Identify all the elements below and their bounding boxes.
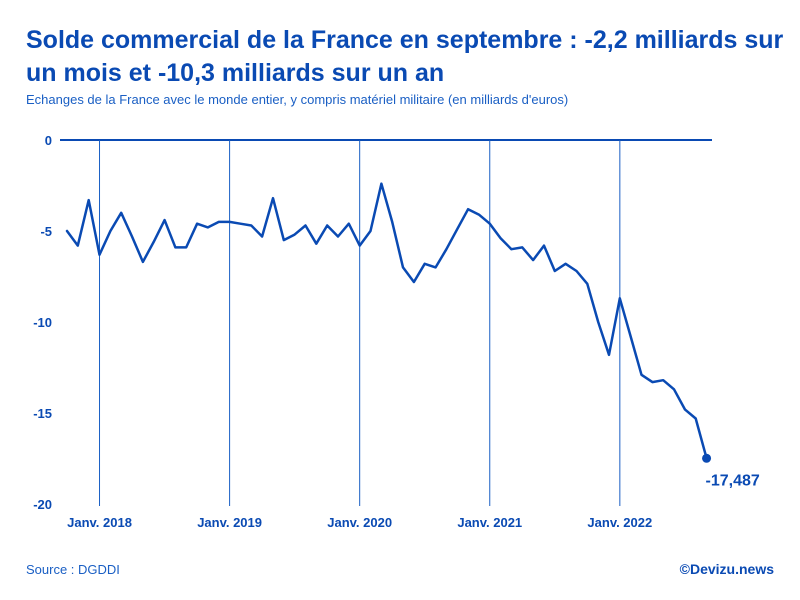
y-tick-label: -10 <box>33 315 52 330</box>
brand-label: ©Devizu.news <box>679 561 774 577</box>
last-point-marker <box>702 453 712 463</box>
series-line <box>65 182 708 460</box>
y-tick-label: -5 <box>40 224 52 239</box>
x-tick-label: Janv. 2018 <box>67 515 132 530</box>
y-tick-label: -15 <box>33 406 52 421</box>
x-tick-label: Janv. 2020 <box>327 515 392 530</box>
x-tick-label: Janv. 2019 <box>197 515 262 530</box>
chart-title: Solde commercial de la France en septemb… <box>26 26 784 87</box>
x-tick-label: Janv. 2022 <box>587 515 652 530</box>
chart-subtitle: Echanges de la France avec le monde enti… <box>26 92 569 107</box>
last-value-label: -17,487 <box>706 472 760 489</box>
source-label: Source : DGDDI <box>26 562 120 577</box>
x-tick-label: Janv. 2021 <box>457 515 522 530</box>
y-tick-label: -20 <box>33 497 52 512</box>
y-tick-label: 0 <box>45 133 52 148</box>
